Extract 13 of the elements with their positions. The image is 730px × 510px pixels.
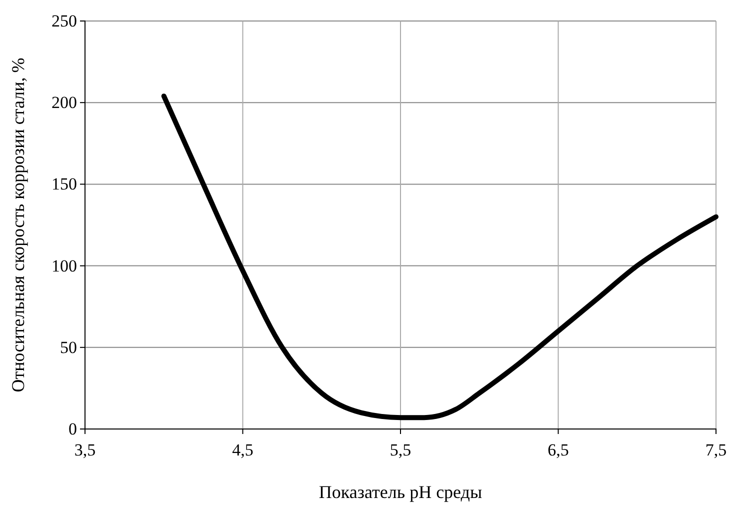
x-tick-label: 5,5 — [390, 440, 412, 460]
x-tick-label: 3,5 — [74, 440, 96, 460]
x-tick-label: 4,5 — [232, 440, 254, 460]
y-tick-label: 0 — [68, 419, 77, 438]
y-tick-label: 250 — [52, 11, 77, 30]
x-tick-label: 6,5 — [548, 440, 569, 460]
y-tick-label: 150 — [52, 174, 77, 194]
y-tick-label: 200 — [52, 93, 77, 112]
x-tick-label: 7,5 — [705, 440, 727, 460]
x-axis-title: Показатель pH среды — [318, 482, 482, 502]
y-tick-label: 50 — [60, 338, 77, 357]
y-axis-title: Относительная скорость коррозии стали, % — [8, 58, 28, 392]
y-tick-label: 100 — [52, 256, 77, 276]
